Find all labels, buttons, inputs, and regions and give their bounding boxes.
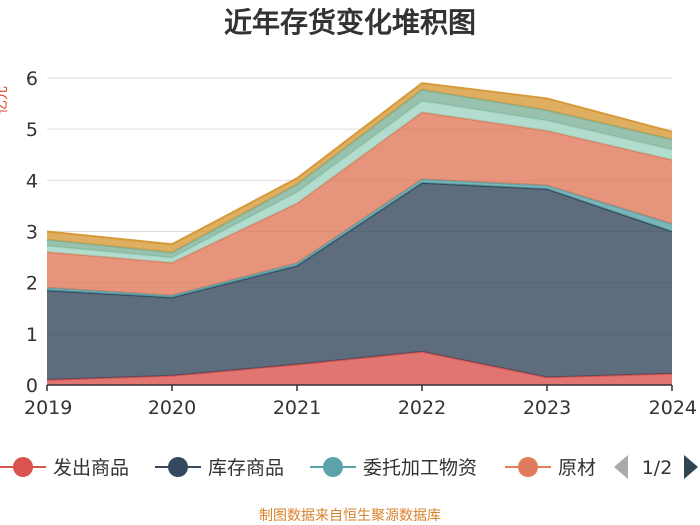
area-series-3 [47,112,672,296]
legend-next-page-icon[interactable] [684,455,698,479]
y-tick-label: 4 [26,170,38,192]
chart-title: 近年存货变化堆积图 [224,6,476,39]
x-tick-label: 2021 [273,397,321,419]
y-tick-label: 3 [26,222,38,244]
x-tick-label: 2024 [649,397,697,419]
y-axis-label: 亿元 [0,86,10,114]
legend-prev-page-icon[interactable] [614,455,628,479]
area-series-line-1 [46,181,673,299]
area-series-line-3 [46,111,673,264]
x-tick-label: 2022 [398,397,446,419]
legend-label: 委托加工物资 [363,457,477,479]
x-tick-label: 2023 [523,397,571,419]
area-series-1 [47,182,672,380]
legend-marker-icon [518,457,538,477]
area-series-group [46,82,673,385]
axes: 0 1 2 3 4 5 6 2019 2020 2021 2022 2023 2024 [24,68,697,419]
legend-label: 原材 [558,457,596,479]
legend-marker-icon [13,457,33,477]
y-tick-label: 2 [26,273,38,295]
y-tick-label: 1 [26,324,38,346]
legend-marker-icon [168,457,188,477]
legend-item-2[interactable]: 委托加工物资 [310,457,477,479]
legend-label: 库存商品 [208,457,284,479]
x-tick-label: 2019 [24,397,72,419]
legend-item-1[interactable]: 库存商品 [155,457,284,479]
legend: 发出商品 库存商品 委托加工物资 原材 1/2 [0,455,698,479]
legend-marker-icon [323,457,343,477]
y-tick-label: 6 [26,68,38,90]
legend-page-indicator: 1/2 [642,457,673,479]
legend-label: 发出商品 [53,457,129,479]
area-series-0 [47,351,672,385]
y-tick-label: 5 [26,119,38,141]
legend-item-3[interactable]: 原材 [505,457,596,479]
data-source-footer: 制图数据来自恒生聚源数据库 [259,508,441,524]
legend-item-0[interactable]: 发出商品 [0,457,129,479]
y-tick-label: 0 [26,375,38,397]
x-tick-label: 2020 [148,397,196,419]
area-series-line-6 [46,82,673,246]
